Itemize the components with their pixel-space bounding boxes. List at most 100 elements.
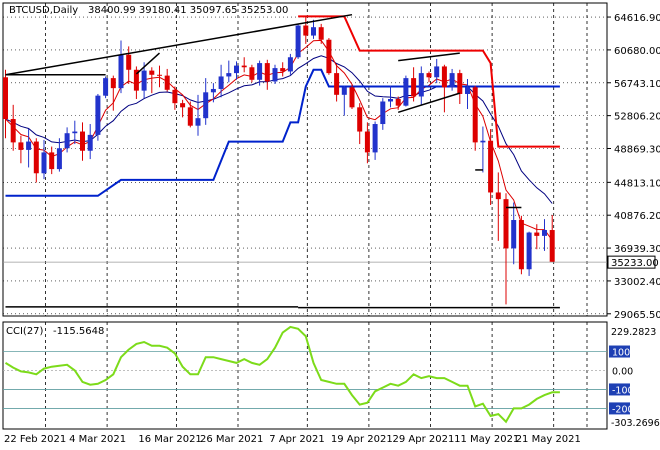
candle-body bbox=[10, 119, 16, 143]
candle-body bbox=[218, 76, 224, 89]
candle-body bbox=[203, 92, 209, 119]
candle-body bbox=[518, 220, 524, 270]
candle-body bbox=[364, 131, 370, 153]
candle-body bbox=[526, 232, 532, 270]
time-axis-label: 19 Apr 2021 bbox=[331, 434, 393, 445]
candle-body bbox=[441, 66, 447, 88]
candle-body bbox=[249, 67, 255, 80]
cci-level-label: 0.00 bbox=[612, 366, 633, 377]
time-axis-label: 21 May 2021 bbox=[516, 434, 581, 445]
price-axis-label: 52806.20 bbox=[614, 112, 660, 123]
candle-body bbox=[495, 192, 501, 200]
chart-ohlc: 38400.99 39180.41 35097.65 35253.00 bbox=[88, 5, 288, 16]
candle-body bbox=[49, 152, 55, 170]
price-axis-label: 29065.50 bbox=[614, 310, 660, 321]
candle-body bbox=[241, 65, 247, 68]
price-axis-labels: 64616.90 60680.00 56743.10 52806.20 48869.30… bbox=[607, 13, 660, 321]
cci-line bbox=[4, 325, 560, 424]
candle-body bbox=[141, 70, 147, 91]
candle-body bbox=[118, 54, 124, 89]
candle-body bbox=[372, 124, 378, 153]
cci-level-badge bbox=[609, 402, 630, 415]
candle-body bbox=[542, 230, 547, 236]
candle-body bbox=[234, 65, 239, 74]
candle-body bbox=[549, 230, 555, 262]
candle-body bbox=[449, 73, 455, 88]
price-axis-label: 33002.40 bbox=[614, 277, 660, 288]
candle-body bbox=[334, 73, 340, 95]
candle-body bbox=[226, 73, 232, 77]
candle-body bbox=[287, 57, 293, 72]
candle-body bbox=[187, 107, 193, 126]
candle-body bbox=[180, 103, 186, 108]
current-price-label: 35233.00 bbox=[611, 258, 659, 269]
candle-body bbox=[418, 73, 424, 97]
candle-body bbox=[64, 133, 70, 149]
cci-value: -115.5648 bbox=[53, 326, 104, 337]
candle-body bbox=[511, 220, 517, 249]
candle-body bbox=[295, 25, 301, 58]
candle-body bbox=[472, 87, 478, 143]
candle-body bbox=[157, 74, 162, 76]
candle-body bbox=[395, 98, 401, 106]
current-price-marker: 35233.00 bbox=[607, 255, 659, 269]
price-axis-label: 40876.20 bbox=[614, 211, 660, 222]
trendlines bbox=[5, 13, 560, 309]
price-axis-label: 36939.30 bbox=[614, 244, 660, 255]
candle-body bbox=[264, 63, 270, 82]
candle-body bbox=[126, 54, 132, 70]
chart-symbol: BTCUSD,Daily bbox=[9, 5, 78, 16]
candle-body bbox=[349, 87, 355, 108]
price-axis-label: 48869.30 bbox=[614, 144, 660, 155]
candle-body bbox=[3, 77, 8, 120]
candle-body bbox=[480, 140, 486, 143]
price-axis-label: 44813.10 bbox=[614, 178, 660, 189]
candle-body bbox=[280, 68, 286, 72]
candle-body bbox=[357, 107, 363, 132]
candle-body bbox=[210, 88, 216, 93]
candle-body bbox=[80, 131, 85, 151]
candle-body bbox=[318, 27, 324, 40]
cci-level-label: -200 bbox=[612, 404, 634, 415]
channel-top-line bbox=[398, 52, 460, 62]
candle-body bbox=[272, 68, 278, 82]
price-axis-label: 60680.00 bbox=[614, 46, 660, 57]
candle-body bbox=[341, 87, 347, 95]
cci-level-badge bbox=[609, 383, 630, 396]
candle-body bbox=[56, 148, 62, 170]
candle-body bbox=[195, 118, 201, 126]
candle-body bbox=[534, 232, 540, 236]
time-axis-label: 29 Apr 2021 bbox=[393, 434, 455, 445]
cci-max-label: 229.2823 bbox=[611, 327, 656, 338]
cci-level-labels: 100 0.00 -100 -200 bbox=[609, 345, 634, 415]
cci-panel-frame bbox=[2, 321, 608, 430]
candle-body bbox=[33, 141, 39, 174]
time-axis-label: 4 Mar 2021 bbox=[69, 434, 126, 445]
candle-body bbox=[72, 131, 78, 134]
candle-body bbox=[110, 78, 116, 89]
candle-body bbox=[326, 39, 332, 74]
candle-body bbox=[18, 142, 24, 150]
candle-body bbox=[87, 134, 93, 151]
candle-body bbox=[257, 63, 263, 80]
candle-body bbox=[411, 78, 417, 97]
candle-body bbox=[149, 70, 155, 75]
candle-body bbox=[503, 199, 509, 249]
candle-body bbox=[26, 141, 32, 150]
candles bbox=[3, 15, 555, 305]
cci-level-label: -100 bbox=[612, 385, 634, 396]
cci-level-label: 100 bbox=[612, 348, 630, 359]
candle-body bbox=[388, 98, 393, 102]
rising-trendline bbox=[5, 13, 353, 76]
time-axis-label: 7 Apr 2021 bbox=[269, 434, 324, 445]
candle-body bbox=[103, 78, 109, 96]
candle-body bbox=[133, 69, 139, 91]
price-axis-label: 64616.90 bbox=[614, 13, 660, 24]
time-axis-label: 11 May 2021 bbox=[454, 434, 519, 445]
candle-body bbox=[172, 89, 178, 104]
candle-body bbox=[403, 78, 409, 106]
channel-line bbox=[135, 52, 161, 75]
price-axis-label: 56743.10 bbox=[614, 79, 660, 90]
